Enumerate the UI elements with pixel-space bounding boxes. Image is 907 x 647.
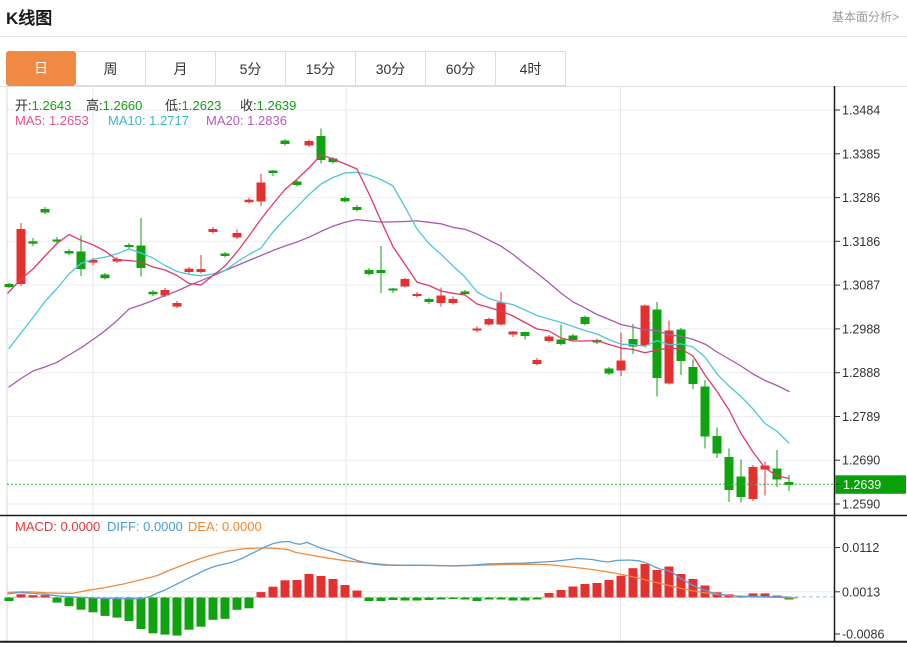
svg-text:1.2888: 1.2888 [842, 366, 880, 380]
svg-text:1.3286: 1.3286 [842, 191, 880, 205]
svg-text:1.2590: 1.2590 [842, 498, 880, 512]
svg-text:1.2988: 1.2988 [842, 322, 880, 336]
svg-text:1.3385: 1.3385 [842, 147, 880, 161]
svg-text:1.3087: 1.3087 [842, 279, 880, 293]
svg-text:0.0013: 0.0013 [842, 585, 880, 599]
svg-text:1.3186: 1.3186 [842, 235, 880, 249]
svg-text:1.3484: 1.3484 [842, 104, 880, 118]
svg-text:1.2789: 1.2789 [842, 410, 880, 424]
svg-text:0.0112: 0.0112 [842, 541, 879, 555]
svg-text:1.2690: 1.2690 [842, 454, 880, 468]
svg-text:1.2639: 1.2639 [843, 478, 881, 492]
svg-text:-0.0086: -0.0086 [842, 628, 884, 642]
